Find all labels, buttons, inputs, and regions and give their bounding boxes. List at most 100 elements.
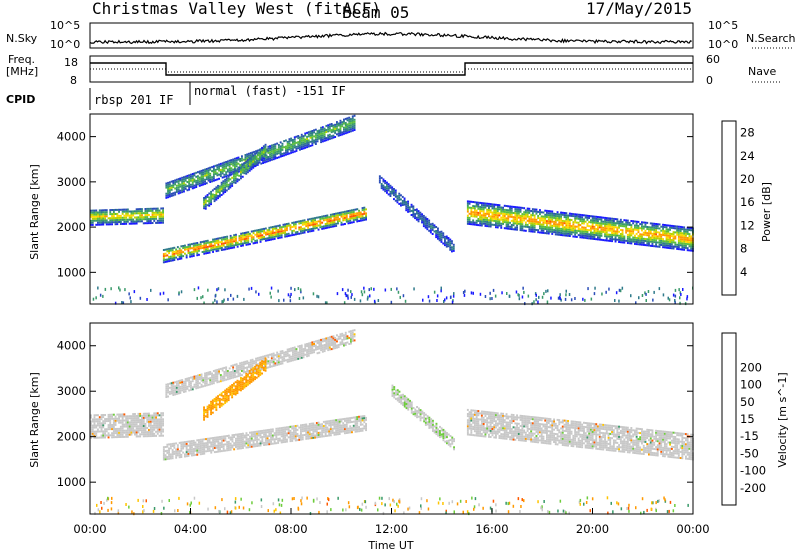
heatmap-cell: [662, 244, 664, 247]
heatmap-cell: [604, 227, 606, 230]
heatmap-cell: [308, 425, 311, 427]
heatmap-cell: [579, 220, 582, 222]
heatmap-cell: [204, 384, 206, 387]
heatmap-cell: [116, 417, 119, 420]
heatmap-cell: [208, 200, 211, 203]
heatmap-cell: [235, 157, 238, 160]
heatmap-cell: [228, 167, 231, 170]
heatmap-cell: [547, 216, 550, 219]
heatmap-cell: [315, 426, 318, 429]
heatmap-cell: [184, 453, 186, 456]
heatmap-cell: [153, 426, 156, 429]
heatmap-cell: [468, 223, 471, 225]
heatmap-cell: [445, 235, 448, 238]
heatmap-cell: [320, 134, 322, 137]
heatmap-cell: [284, 231, 287, 234]
heatmap-cell: [148, 218, 150, 221]
heatmap-cell: [662, 223, 664, 226]
heatmap-cell: [556, 229, 559, 232]
heatmap-cell: [182, 255, 185, 258]
heatmap-cell: [558, 225, 561, 228]
heatmap-cell: [196, 453, 199, 456]
heatmap-cell: [489, 203, 492, 206]
heatmap-cell: [516, 218, 518, 221]
heatmap-cell: [247, 446, 250, 449]
heatmap-cell: [521, 213, 524, 216]
heatmap-cell: [349, 213, 352, 216]
heatmap-cell: [90, 213, 92, 216]
heatmap-cell: [201, 448, 204, 451]
heatmap-cell: [359, 427, 362, 430]
heatmap-cell: [257, 430, 260, 433]
heatmap-cell: [225, 189, 228, 192]
heatmap-cell: [311, 142, 314, 145]
heatmap-cell: [598, 236, 601, 239]
heatmap-cell: [224, 191, 227, 193]
heatmap-cell: [245, 237, 248, 240]
heatmap-cell: [313, 129, 315, 132]
heatmap-cell: [468, 218, 471, 221]
heatmap-cell: [400, 198, 402, 201]
heatmap-cell: [222, 242, 225, 245]
heatmap-cell: [183, 190, 185, 193]
heatmap-cell: [512, 222, 515, 225]
heatmap-cell: [597, 234, 599, 237]
heatmap-cell: [278, 234, 281, 237]
heatmap-cell: [240, 244, 243, 247]
heatmap-cell: [347, 429, 350, 432]
heatmap-cell: [502, 212, 504, 215]
heatmap-cell: [445, 245, 448, 248]
heatmap-cell: [528, 222, 531, 224]
heatmap-cell: [228, 171, 231, 174]
heatmap-cell: [182, 245, 185, 247]
heatmap-cell: [205, 446, 207, 449]
heatmap-cell: [250, 445, 253, 448]
heatmap-cell: [234, 175, 237, 178]
heatmap-cell: [254, 165, 256, 168]
heatmap-cell: [335, 224, 338, 227]
heatmap-cell: [648, 226, 650, 229]
heatmap-cell: [125, 222, 128, 225]
heatmap-cell: [651, 245, 654, 247]
heatmap-cell: [618, 222, 620, 225]
heatmap-cell: [577, 215, 580, 218]
heatmap-cell: [302, 147, 305, 150]
heatmap-cell: [452, 243, 455, 246]
heatmap-cell: [227, 179, 230, 182]
heatmap-cell: [169, 249, 172, 252]
heatmap-cell: [317, 224, 320, 227]
heatmap-cell: [222, 192, 225, 195]
heatmap-cell: [285, 153, 287, 156]
heatmap-cell: [417, 216, 420, 219]
heatmap-cell: [128, 423, 131, 426]
heatmap-cell: [245, 231, 248, 234]
heatmap-cell: [107, 420, 110, 422]
heatmap-cell: [95, 434, 98, 437]
noise-cell: [197, 286, 200, 290]
heatmap-cell: [111, 215, 113, 218]
heatmap-cell: [128, 218, 131, 221]
heatmap-cell: [132, 419, 135, 422]
heatmap-cell: [214, 164, 217, 167]
heatmap-cell: [209, 172, 212, 175]
heatmap-cell: [686, 226, 689, 229]
heatmap-cell: [270, 442, 272, 445]
heatmap-cell: [220, 181, 223, 184]
heatmap-cell: [139, 421, 142, 424]
heatmap-cell: [524, 215, 527, 218]
heatmap-cell: [268, 236, 271, 239]
heatmap-cell: [337, 130, 340, 133]
heatmap-cell: [686, 230, 689, 233]
heatmap-cell: [554, 229, 557, 232]
heatmap-cell: [551, 224, 554, 227]
heatmap-cell: [208, 447, 211, 450]
noise-cell: [550, 296, 552, 300]
heatmap-cell: [252, 443, 255, 446]
heatmap-cell: [135, 429, 138, 432]
heatmap-cell: [238, 433, 241, 436]
heatmap-cell: [308, 437, 311, 440]
heatmap-cell: [264, 443, 267, 446]
heatmap-cell: [531, 228, 534, 231]
heatmap-cell: [212, 248, 214, 251]
heatmap-cell: [556, 233, 559, 236]
